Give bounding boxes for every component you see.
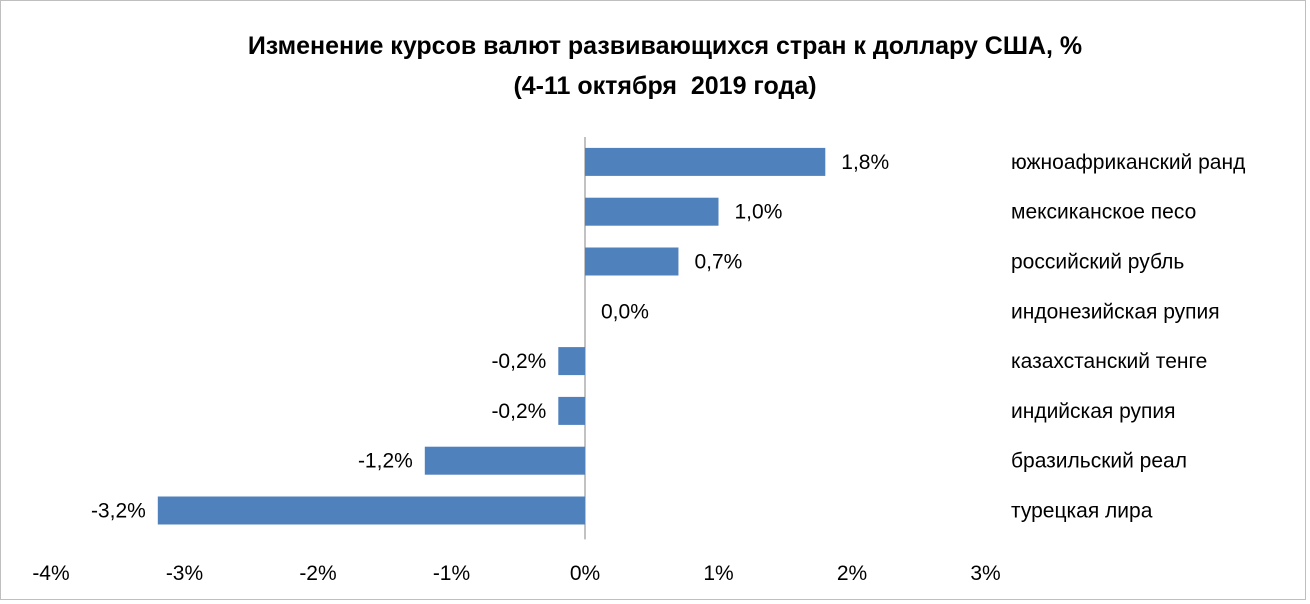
category-label: мексиканское песо xyxy=(1011,201,1196,224)
chart-title-block: Изменение курсов валют развивающихся стр… xyxy=(0,26,1310,106)
bar xyxy=(585,197,719,226)
bar xyxy=(558,396,585,425)
category-label: бразильский реал xyxy=(1011,450,1187,473)
data-label: 1,8% xyxy=(841,151,889,174)
chart-subtitle: (4-11 октября 2019 года) xyxy=(513,72,817,100)
x-tick-label: -1% xyxy=(433,562,470,585)
x-tick-label: -2% xyxy=(299,562,336,585)
x-tick-label: -4% xyxy=(32,562,69,585)
x-tick-label: 3% xyxy=(970,562,1000,585)
data-label: 1,0% xyxy=(735,201,783,224)
category-label: южноафриканский ранд xyxy=(1011,151,1245,174)
data-label: -3,2% xyxy=(91,500,146,523)
bar xyxy=(157,496,586,525)
data-label: -0,2% xyxy=(491,400,546,423)
category-label: казахстанский тенге xyxy=(1011,350,1207,373)
chart-title: Изменение курсов валют развивающихся стр… xyxy=(247,32,1083,60)
bar xyxy=(558,347,585,376)
x-tick-label: 1% xyxy=(703,562,733,585)
bar xyxy=(585,247,679,276)
x-tick-label: -3% xyxy=(166,562,203,585)
bar xyxy=(424,446,585,475)
category-label: турецкая лира xyxy=(1011,500,1153,523)
category-label: российский рубль xyxy=(1011,251,1184,274)
data-label: 0,0% xyxy=(601,300,649,323)
bar xyxy=(585,147,826,176)
data-label: -1,2% xyxy=(358,450,413,473)
x-tick-label: 2% xyxy=(837,562,867,585)
data-label: -0,2% xyxy=(491,350,546,373)
data-label: 0,7% xyxy=(694,251,742,274)
category-label: индийская рупия xyxy=(1011,400,1176,423)
x-tick-label: 0% xyxy=(570,562,600,585)
category-label: индонезийская рупия xyxy=(1011,300,1220,323)
